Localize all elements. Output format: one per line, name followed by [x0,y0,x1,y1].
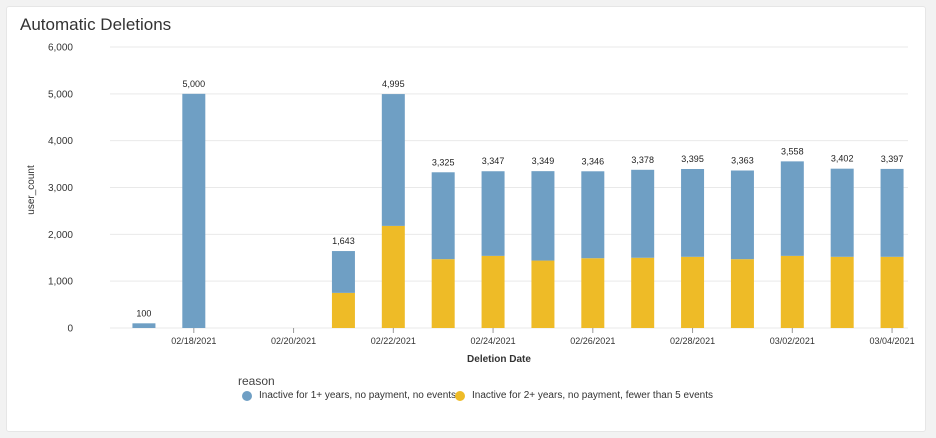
bar-total-label: 3,558 [781,146,804,156]
bar-segment [381,225,405,328]
bar-segment [830,168,854,257]
bar-total-label: 3,347 [482,156,505,166]
x-tick-label: 03/02/2021 [770,336,815,346]
legend-title: reason [238,374,275,388]
bar-segment [631,257,655,328]
bar-segment [681,256,705,328]
legend-swatch-yellow [455,390,465,401]
bar-segment [631,169,655,258]
y-tick-label: 0 [67,324,73,335]
bar-segment [182,93,206,328]
bar-segment [730,259,754,328]
bar-segment [431,172,455,260]
bar-total-label: 3,346 [582,156,605,166]
bar-total-label: 100 [136,308,151,318]
bar-segment [531,260,555,328]
bar-segment [331,251,355,293]
bar-segment [381,94,405,226]
bar-segment [581,258,605,328]
y-tick-label: 2,000 [48,230,73,241]
y-tick-label: 1,000 [48,277,73,288]
y-tick-label: 5,000 [48,89,73,100]
bar-total-label: 3,402 [831,154,854,164]
bar-total-label: 4,995 [382,79,405,89]
bar-segment [880,168,904,257]
x-axis-title: Deletion Date [467,354,531,365]
bar-segment [531,171,555,261]
legend-label: Inactive for 1+ years, no payment, no ev… [259,390,457,401]
legend-swatch-blue [242,390,252,401]
bar-total-label: 3,378 [631,155,654,165]
bar-segment [730,170,754,260]
bar-total-label: 3,395 [681,154,704,164]
legend-item-inactive-2-years[interactable]: Inactive for 2+ years, no payment, fewer… [455,390,713,401]
y-tick-label: 6,000 [48,43,73,54]
bar-segment [681,169,705,257]
chart-card: Automatic Deletions [6,6,926,432]
bar-total-label: 3,363 [731,155,754,165]
bar-total-label: 3,397 [881,154,904,164]
bar-total-label: 5,000 [183,79,206,89]
bar-segment [830,256,854,328]
bar-segment [780,255,804,328]
y-tick-label: 3,000 [48,183,73,194]
bar-total-label: 1,643 [332,236,355,246]
legend-label: Inactive for 2+ years, no payment, fewer… [472,390,713,401]
x-tick-label: 02/26/2021 [570,336,615,346]
x-tick-label: 02/20/2021 [271,336,316,346]
y-axis-title: user_count [26,165,37,215]
bar-segment [780,161,804,256]
x-tick-label: 02/28/2021 [670,336,715,346]
bar-segment [481,255,505,328]
bar-total-label: 3,325 [432,157,455,167]
legend-item-inactive-1-year[interactable]: Inactive for 1+ years, no payment, no ev… [242,390,456,401]
card-title: Automatic Deletions [20,15,172,34]
bar-segment [481,171,505,256]
bar-segment [581,171,605,259]
x-tick-label: 02/24/2021 [471,336,516,346]
y-tick-label: 4,000 [48,136,73,147]
x-tick-label: 02/22/2021 [371,336,416,346]
bar-segment [880,256,904,328]
bar-segment [331,292,355,328]
x-tick-label: 03/04/2021 [870,336,915,346]
bar-total-label: 3,349 [532,156,555,166]
x-tick-label: 02/18/2021 [171,336,216,346]
bar-segment [132,323,156,328]
bar-segment [431,259,455,328]
